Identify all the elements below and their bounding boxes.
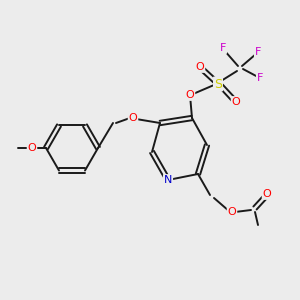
Text: O: O [262,189,272,199]
Text: O: O [28,143,36,153]
Text: O: O [232,97,240,107]
Text: O: O [228,207,236,217]
Text: N: N [164,175,172,185]
Text: F: F [257,73,263,83]
Text: O: O [129,113,137,123]
Text: O: O [196,62,204,72]
Text: S: S [214,77,222,91]
Text: F: F [220,43,226,53]
Text: O: O [186,90,194,100]
Text: F: F [255,47,261,57]
